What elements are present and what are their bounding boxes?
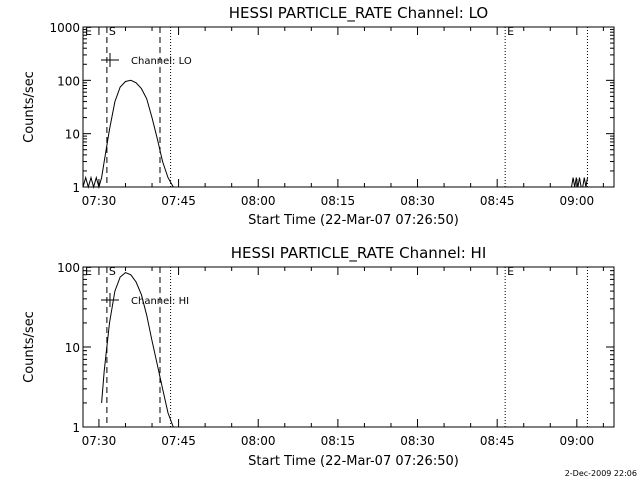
legend-label: Channel: LO <box>131 56 192 67</box>
y-tick-label: 100 <box>57 74 80 88</box>
x-tick-label: 07:45 <box>161 434 196 448</box>
x-tick-label: 07:45 <box>161 194 196 208</box>
x-tick-label: 08:30 <box>400 194 435 208</box>
y-axis-label: Counts/sec <box>22 311 37 383</box>
event-marker-label: E <box>507 25 514 38</box>
y-tick-label: 1 <box>72 421 80 435</box>
chart-panel-hi: HESSI PARTICLE_RATE Channel: HI 07:30 07:4… <box>22 244 615 469</box>
x-tick-label: 08:45 <box>480 434 515 448</box>
y-tick-label: 10 <box>65 341 80 355</box>
event-marker-label: E <box>507 265 514 278</box>
x-axis-label: Start Time (22-Mar-07 07:26:50) <box>248 213 459 228</box>
x-tick-label: 09:00 <box>560 434 595 448</box>
x-tick-label: 08:15 <box>321 434 356 448</box>
chart-title: HESSI PARTICLE_RATE Channel: HI <box>231 244 487 263</box>
date-stamp: 2-Dec-2009 22:06 <box>565 469 637 478</box>
event-marker-label: S <box>109 265 116 278</box>
x-tick-label: 07:30 <box>82 194 117 208</box>
x-tick-label: 08:30 <box>400 434 435 448</box>
x-tick-label: 08:15 <box>321 194 356 208</box>
series-line-1 <box>571 177 588 188</box>
event-marker-label: S <box>109 25 116 38</box>
x-tick-label: 08:00 <box>241 194 276 208</box>
x-tick-label: 07:30 <box>82 434 117 448</box>
y-tick-label: 1000 <box>49 21 80 35</box>
x-axis-label: Start Time (22-Mar-07 07:26:50) <box>248 454 459 469</box>
chart-panel-lo: HESSI PARTICLE_RATE Channel: LO 07:30 07:4… <box>22 4 615 228</box>
series-line-0 <box>82 79 174 189</box>
x-tick-label: 08:45 <box>480 194 515 208</box>
y-tick-label: 1 <box>72 181 80 195</box>
series-line-0 <box>101 272 174 428</box>
plot-frame <box>82 266 615 428</box>
legend-label: Channel: HI <box>131 296 189 307</box>
event-marker-label: E <box>85 265 92 278</box>
x-tick-label: 09:00 <box>560 194 595 208</box>
chart-title: HESSI PARTICLE_RATE Channel: LO <box>229 4 488 23</box>
y-tick-label: 10 <box>65 128 80 142</box>
y-tick-label: 100 <box>57 261 80 275</box>
x-tick-label: 08:00 <box>241 434 276 448</box>
plot-frame <box>82 26 615 188</box>
y-axis-label: Counts/sec <box>22 71 37 143</box>
event-marker-label: E <box>85 25 92 38</box>
